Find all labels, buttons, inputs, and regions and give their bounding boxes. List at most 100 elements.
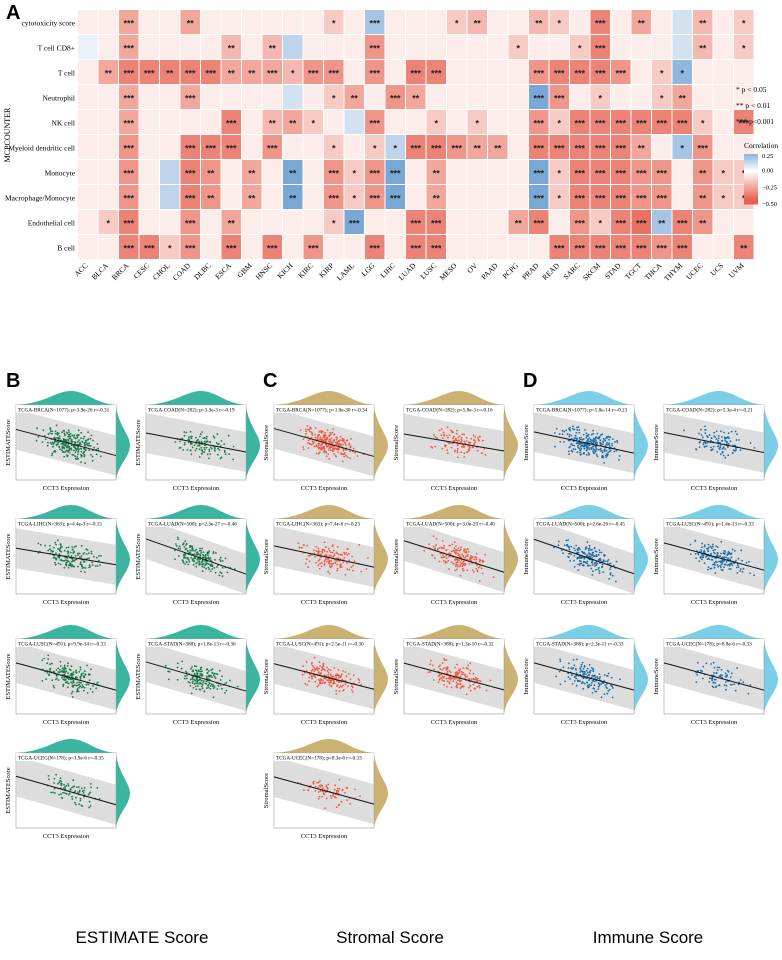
scatter-point bbox=[69, 788, 72, 791]
scatter-point bbox=[176, 666, 179, 669]
scatter-point bbox=[342, 443, 344, 446]
heatmap-cell bbox=[78, 210, 98, 234]
scatter-point bbox=[345, 454, 347, 457]
scatter-point bbox=[442, 554, 444, 556]
heatmap-cell bbox=[365, 210, 385, 234]
scatter-point bbox=[79, 678, 82, 680]
scatter-point bbox=[195, 562, 197, 565]
scatter-point bbox=[599, 558, 602, 561]
significance-mark: ** bbox=[740, 244, 748, 254]
scatter-point bbox=[727, 442, 730, 445]
scatter-point bbox=[305, 562, 307, 565]
scatter-point bbox=[318, 446, 321, 449]
scatter-point bbox=[213, 672, 215, 675]
scatter-point bbox=[317, 559, 320, 562]
significance-mark: ** bbox=[433, 169, 441, 179]
scatter-point bbox=[713, 672, 715, 674]
heatmap-col-label: UCS bbox=[708, 261, 725, 278]
scatter-point bbox=[225, 681, 228, 684]
heatmap-cell bbox=[201, 135, 221, 159]
scatter-point bbox=[570, 443, 572, 445]
heatmap-cell bbox=[713, 10, 733, 34]
scatter-point bbox=[352, 450, 354, 453]
scatter-point bbox=[588, 544, 591, 547]
scatter-point bbox=[72, 548, 74, 551]
scatter-point bbox=[319, 438, 322, 441]
scatter-point bbox=[569, 426, 571, 429]
scatter-point bbox=[224, 557, 227, 560]
scatter-point bbox=[729, 558, 732, 560]
scatter-point bbox=[319, 436, 322, 439]
scatter-point bbox=[325, 675, 328, 677]
scatter-point bbox=[87, 683, 90, 686]
scatter-point bbox=[478, 684, 480, 687]
heatmap-cell bbox=[78, 135, 98, 159]
scatter-point bbox=[322, 436, 325, 439]
significance-mark: *** bbox=[185, 244, 196, 254]
scatter-point bbox=[200, 549, 202, 552]
heatmap-cell bbox=[570, 160, 590, 184]
scatter-point bbox=[95, 453, 98, 456]
significance-mark: * bbox=[106, 219, 110, 229]
scatter-point bbox=[57, 667, 60, 670]
scatter-point bbox=[696, 661, 699, 664]
significance-mark: ** bbox=[638, 19, 646, 29]
scatter-point bbox=[194, 449, 197, 452]
heatmap-cell bbox=[549, 185, 569, 209]
heatmap-cell bbox=[406, 110, 426, 134]
scatter-point bbox=[729, 440, 732, 443]
scatter-point bbox=[584, 429, 586, 431]
heatmap-cell bbox=[385, 135, 405, 159]
scatter-point bbox=[98, 555, 100, 557]
label-bg bbox=[16, 753, 116, 761]
scatter-point bbox=[189, 544, 191, 547]
scatter-point bbox=[78, 552, 81, 555]
heatmap-row-label: Endothelial cell bbox=[28, 219, 75, 228]
significance-mark: *** bbox=[123, 169, 134, 179]
heatmap-cell bbox=[611, 60, 631, 84]
scatter-point bbox=[615, 560, 618, 563]
scatter-point bbox=[322, 792, 325, 795]
scatter-point bbox=[212, 435, 215, 438]
scatter-point bbox=[329, 566, 332, 569]
scatter-point bbox=[478, 580, 481, 582]
heatmap-col-label: OV bbox=[465, 261, 479, 275]
scatter-point bbox=[456, 561, 459, 563]
scatter-point bbox=[191, 548, 194, 550]
scatter-point bbox=[73, 546, 76, 548]
scatter-point bbox=[467, 550, 470, 553]
scatter-point bbox=[583, 447, 586, 450]
heatmap-cell bbox=[652, 85, 672, 109]
scatter-point bbox=[58, 671, 61, 674]
scatter-point bbox=[72, 454, 75, 456]
x-axis-label: CCT3 Expression bbox=[691, 599, 738, 606]
scatter-point bbox=[349, 802, 352, 805]
scatter-point bbox=[591, 557, 593, 559]
scatter-point bbox=[85, 553, 88, 555]
scatter-point bbox=[367, 557, 369, 559]
scatter-point bbox=[463, 550, 465, 552]
scatter-point bbox=[731, 548, 734, 551]
scatter-point bbox=[199, 670, 202, 673]
scatter-point bbox=[203, 451, 206, 454]
heatmap-cell bbox=[385, 210, 405, 234]
scatter-point bbox=[179, 547, 182, 550]
scatter-point bbox=[68, 792, 71, 795]
scatter-point bbox=[575, 672, 578, 675]
scatter-point bbox=[80, 455, 83, 458]
scatter-point bbox=[448, 442, 451, 445]
scatter-point bbox=[205, 563, 207, 566]
scatter-point bbox=[438, 673, 441, 675]
scatter-point bbox=[71, 453, 74, 456]
scatter-point bbox=[449, 678, 452, 681]
scatter-point bbox=[611, 438, 614, 440]
scatter-point bbox=[208, 670, 210, 672]
heatmap-col-label: KIRP bbox=[317, 261, 335, 279]
scatter-point bbox=[342, 449, 345, 452]
legend-swatch bbox=[744, 172, 758, 175]
scatter-point bbox=[709, 677, 711, 680]
scatter-point bbox=[67, 682, 70, 685]
scatter-point bbox=[456, 565, 459, 568]
x-axis-label: CCT3 Expression bbox=[43, 833, 90, 840]
heatmap-cell bbox=[426, 235, 446, 259]
